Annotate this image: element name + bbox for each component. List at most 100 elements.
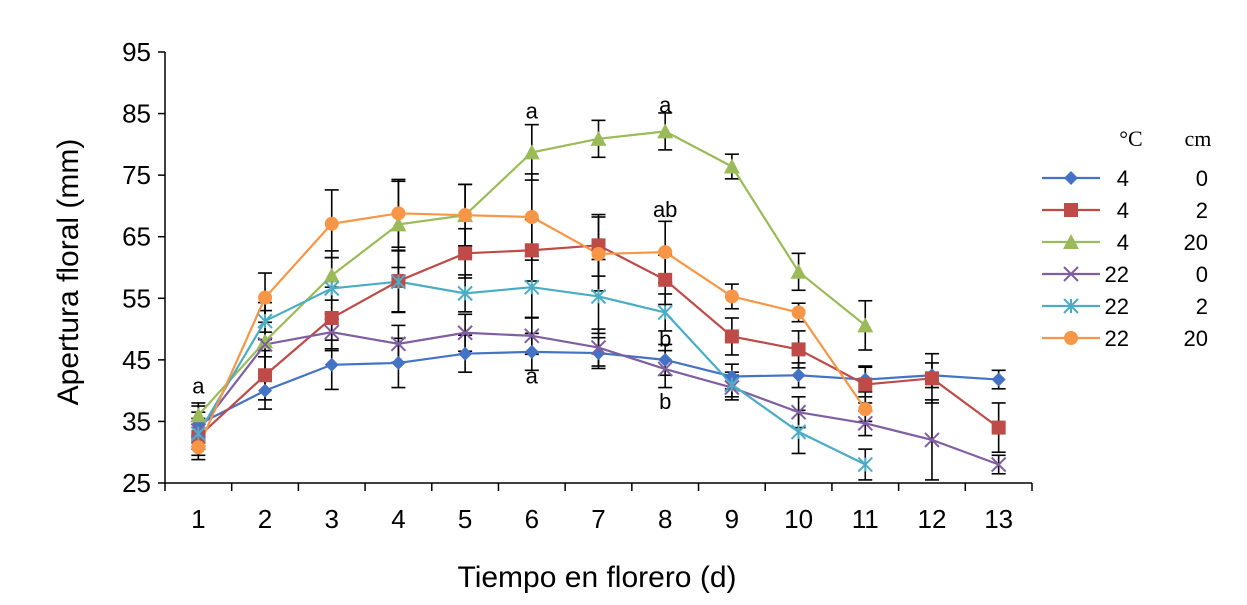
data-point	[590, 339, 607, 356]
marker-stroke	[657, 361, 673, 377]
legend-item: 22 0	[1042, 262, 1208, 287]
data-point	[658, 272, 673, 287]
data-point	[858, 402, 873, 417]
data-point	[590, 130, 607, 146]
data-point	[391, 355, 406, 370]
data-point	[857, 456, 873, 473]
x-tick-label: 13	[984, 504, 1013, 534]
marker-stroke	[790, 404, 807, 420]
legend-length-label: 20	[1184, 326, 1208, 351]
y-tick-label: 55	[122, 283, 151, 313]
y-tick-label: 45	[122, 345, 151, 375]
data-point	[791, 368, 806, 383]
data-point	[858, 377, 873, 392]
data-point	[590, 288, 607, 305]
data-point	[658, 245, 673, 260]
data-point	[924, 371, 939, 386]
data-point	[724, 329, 739, 344]
data-point	[190, 407, 207, 423]
marker-stroke	[324, 324, 340, 340]
data-point	[190, 426, 207, 442]
legend-temp-label: 22	[1105, 294, 1129, 319]
data-point	[458, 346, 473, 361]
data-point	[790, 424, 807, 440]
marker-stroke	[990, 456, 1007, 473]
data-point	[391, 206, 406, 221]
data-point	[258, 383, 273, 398]
x-tick-label: 7	[591, 504, 605, 534]
marker-stroke	[524, 328, 540, 344]
data-point	[657, 304, 673, 321]
data-point	[857, 415, 873, 431]
data-point	[257, 313, 273, 329]
data-point	[324, 216, 339, 231]
data-point	[324, 310, 339, 325]
data-point	[458, 246, 473, 261]
y-tick-label: 25	[122, 468, 151, 498]
marker-stroke	[257, 336, 273, 353]
legend-temp-label: 4	[1117, 198, 1129, 223]
legend-header-length: cm	[1185, 126, 1212, 151]
data-point	[524, 279, 540, 295]
data-point	[791, 305, 806, 320]
data-point	[724, 289, 739, 304]
x-tick-label: 6	[525, 504, 539, 534]
legend-length-label: 2	[1196, 198, 1208, 223]
x-tick-label: 3	[324, 504, 338, 534]
x-axis-title: Tiempo en florero (d)	[458, 561, 737, 594]
data-point	[1064, 171, 1078, 185]
data-point	[991, 420, 1006, 435]
data-point	[790, 263, 807, 279]
annotation-label: b	[659, 389, 671, 414]
legend-length-label: 0	[1196, 262, 1208, 287]
data-point	[458, 208, 473, 223]
marker-stroke	[390, 336, 407, 352]
data-point	[524, 210, 539, 225]
data-point	[324, 280, 340, 297]
legend-length-label: 20	[1184, 230, 1208, 255]
x-tick-label: 12	[918, 504, 947, 534]
data-point	[591, 346, 606, 361]
data-point	[724, 376, 740, 393]
data-point	[1064, 331, 1078, 345]
data-point	[257, 336, 273, 353]
data-point	[258, 290, 273, 305]
data-point	[658, 352, 673, 367]
data-point	[723, 158, 740, 174]
annotation-label: a	[526, 363, 539, 388]
annotation-label: ab	[653, 197, 677, 222]
annotation-label: a	[526, 98, 539, 123]
legend-temp-label: 4	[1117, 166, 1129, 191]
x-tick-label: 10	[784, 504, 813, 534]
data-point	[524, 344, 539, 359]
marker-stroke	[590, 339, 607, 356]
data-point	[323, 267, 340, 283]
data-point	[457, 285, 473, 302]
y-tick-label: 35	[122, 406, 151, 436]
marker-stroke	[457, 325, 473, 341]
data-point	[591, 246, 606, 261]
series-markers	[190, 123, 1007, 473]
data-point	[390, 336, 407, 352]
x-tick-label: 8	[658, 504, 672, 534]
data-point	[524, 328, 540, 344]
data-point	[191, 440, 206, 455]
legend-item: 4 20	[1042, 230, 1208, 255]
y-tick-label: 65	[122, 222, 151, 252]
y-tick-label: 75	[122, 160, 151, 190]
data-point	[524, 243, 539, 258]
data-point	[390, 216, 407, 232]
legend-header-temp: °C	[1119, 126, 1142, 151]
data-point	[324, 357, 339, 372]
data-point	[457, 325, 473, 341]
x-tick-label: 1	[191, 504, 205, 534]
marker-stroke	[924, 432, 940, 448]
y-tick-label: 95	[122, 37, 151, 67]
data-point	[390, 273, 407, 290]
annotation-label: a	[659, 92, 672, 117]
